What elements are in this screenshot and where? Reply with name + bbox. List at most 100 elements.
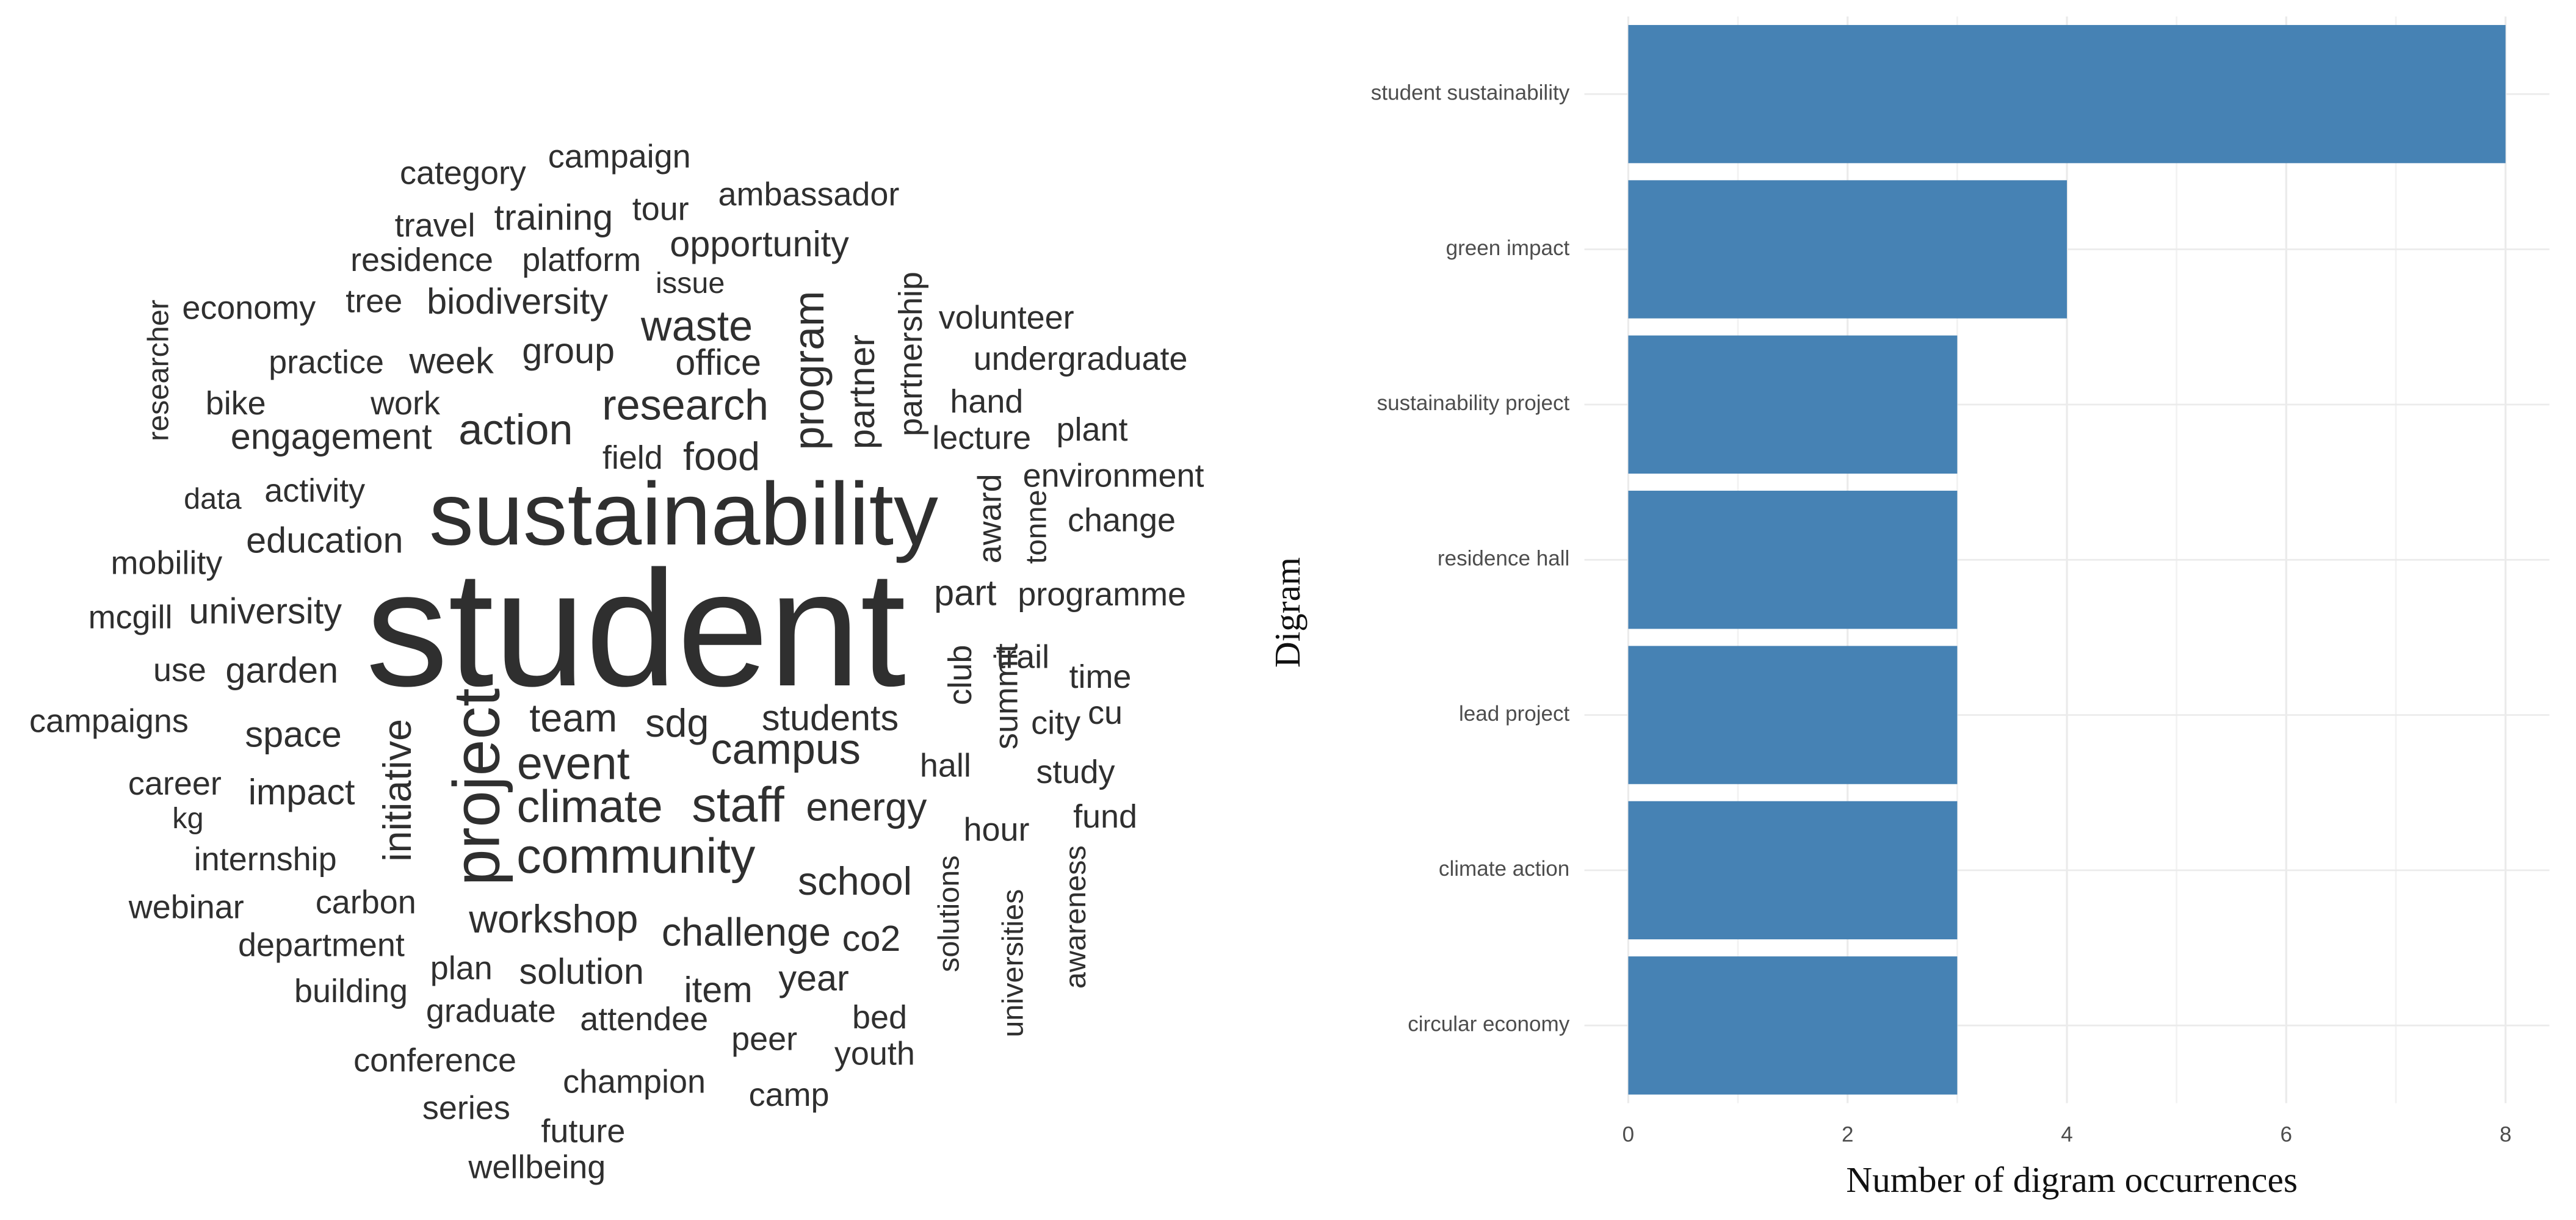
- word: tour: [632, 191, 689, 228]
- bar: [1628, 491, 1958, 629]
- word: future: [541, 1113, 625, 1149]
- word: club: [942, 645, 979, 706]
- y-tick-label: green impact: [1446, 236, 1570, 260]
- bar: [1628, 801, 1958, 940]
- x-tick-label: 4: [2061, 1123, 2073, 1147]
- word: solutions: [932, 855, 965, 972]
- word: use: [153, 652, 206, 688]
- word: award: [972, 474, 1008, 563]
- y-tick-label: circular economy: [1408, 1012, 1569, 1036]
- x-axis-title: Number of digram occurrences: [1846, 1160, 2298, 1200]
- word: engagement: [231, 416, 432, 457]
- word: programme: [1018, 576, 1186, 613]
- word: data: [184, 482, 242, 515]
- word: staff: [692, 778, 784, 832]
- bar: [1628, 646, 1958, 784]
- bar-chart: Number of digram occurrences Digram 0 2 4 6…: [1267, 16, 2550, 1200]
- word: graduate: [426, 992, 556, 1029]
- word: undergraduate: [974, 341, 1188, 377]
- word: community: [516, 829, 756, 884]
- word: peer: [731, 1020, 797, 1057]
- y-tick-label: student sustainability: [1371, 81, 1570, 104]
- bar: [1628, 24, 2506, 164]
- word: food: [683, 434, 760, 478]
- word: space: [245, 714, 341, 755]
- word: bed: [852, 999, 907, 1036]
- word: hall: [920, 747, 971, 784]
- word: environment: [1023, 458, 1204, 494]
- word: event: [517, 738, 630, 790]
- word: city: [1031, 704, 1080, 741]
- word: action: [458, 406, 573, 453]
- word: program: [785, 291, 833, 450]
- word: economy: [182, 289, 316, 326]
- word: work: [370, 385, 441, 422]
- word: travel: [395, 208, 476, 244]
- bar: [1628, 956, 1958, 1095]
- word: ambassador: [718, 176, 900, 212]
- y-axis-title: Digram: [1267, 557, 1308, 668]
- word: internship: [194, 841, 337, 878]
- word: study: [1037, 754, 1115, 790]
- word: waste: [640, 302, 753, 350]
- word: part: [934, 572, 997, 613]
- word: youth: [834, 1036, 915, 1072]
- word: champion: [563, 1063, 706, 1100]
- word: week: [408, 340, 494, 381]
- word: change: [1068, 502, 1176, 538]
- x-tick-label: 0: [1623, 1123, 1635, 1147]
- word-cloud: category campaign travel training tour ambass…: [29, 138, 1204, 1185]
- word: category: [400, 154, 526, 191]
- word: campaign: [548, 138, 691, 175]
- word: volunteer: [939, 300, 1074, 336]
- word: platform: [522, 242, 641, 278]
- y-tick-label: residence hall: [1438, 546, 1569, 570]
- word: attendee: [580, 1001, 708, 1038]
- word: challenge: [662, 909, 831, 954]
- word: wellbeing: [468, 1149, 606, 1186]
- word: activity: [264, 472, 365, 509]
- word: carbon: [316, 884, 416, 920]
- word: campaigns: [29, 703, 189, 740]
- word: year: [778, 958, 848, 998]
- word: co2: [842, 918, 901, 959]
- word: students: [762, 698, 899, 738]
- bar: [1628, 180, 2068, 319]
- word: summit: [988, 643, 1025, 749]
- word: tonne: [1019, 490, 1052, 565]
- word: fund: [1073, 798, 1137, 835]
- x-tick-label: 8: [2500, 1123, 2512, 1147]
- word: campus: [711, 725, 861, 773]
- word: initiative: [375, 719, 419, 862]
- word: workshop: [468, 897, 638, 941]
- bar: [1628, 335, 1958, 474]
- word: sustainability: [429, 464, 938, 563]
- word: training: [494, 197, 613, 238]
- word: student: [366, 537, 906, 721]
- word: universities: [996, 889, 1029, 1038]
- word: cu: [1088, 695, 1123, 731]
- word: opportunity: [670, 223, 849, 264]
- word: research: [602, 381, 769, 429]
- word: mobility: [110, 545, 222, 582]
- y-tick-label: climate action: [1439, 857, 1569, 881]
- word: mcgill: [89, 599, 173, 636]
- word: tree: [346, 283, 402, 320]
- word: team: [529, 696, 617, 740]
- word: item: [684, 969, 753, 1010]
- word: researcher: [142, 300, 175, 441]
- word: camp: [749, 1077, 830, 1113]
- word: building: [294, 973, 408, 1009]
- word: biodiversity: [427, 281, 608, 322]
- word: practice: [269, 344, 384, 380]
- y-tick-label: sustainability project: [1377, 391, 1570, 415]
- word: university: [189, 590, 342, 631]
- word: hand: [950, 383, 1023, 420]
- word: sdg: [645, 701, 709, 745]
- word: hour: [964, 812, 1030, 848]
- word: department: [238, 926, 405, 963]
- word: bike: [206, 385, 266, 422]
- word: issue: [656, 267, 725, 300]
